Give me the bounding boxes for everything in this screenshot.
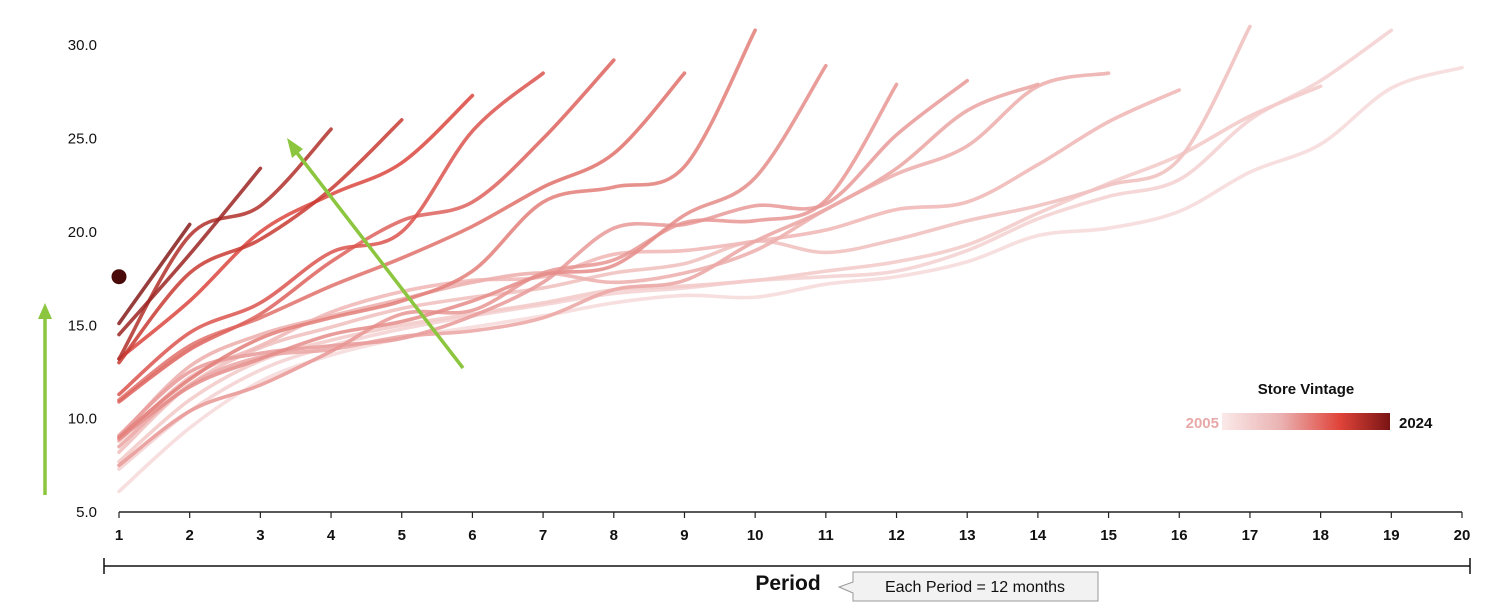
x-tick-label: 16: [1171, 527, 1188, 544]
y-tick-label: 5.0: [76, 504, 97, 521]
left-up-arrow: [38, 303, 52, 495]
x-tick-label: 7: [539, 527, 547, 544]
series-line-2008: [117, 24, 1252, 455]
period-note-callout: Each Period = 12 months: [837, 571, 1099, 602]
series-point-2024: [111, 269, 127, 285]
x-tick-label: 18: [1312, 527, 1329, 544]
x-tick-label: 17: [1242, 527, 1259, 544]
legend-min-label: 2005: [1186, 415, 1219, 432]
x-tick-label: 11: [818, 527, 834, 544]
series-line-2023: [117, 222, 192, 326]
x-axis-ticks: 1 2 3 4 5 6 7 8 9 10 11 12 13 14 15 16 17 18 19 20: [115, 512, 1471, 544]
x-tick-label: 5: [398, 527, 406, 544]
legend-gradient-bar: [1222, 413, 1390, 430]
series-line-2017: [117, 58, 616, 404]
x-tick-label: 15: [1100, 527, 1117, 544]
series-line-2012: [117, 78, 970, 438]
series-line-2016: [117, 71, 687, 402]
series-line-2022: [117, 166, 263, 337]
x-tick-label: 1: [115, 527, 123, 544]
x-axis-title: Period: [755, 572, 820, 595]
legend-title: Store Vintage: [1258, 381, 1354, 398]
x-tick-label: 14: [1030, 527, 1047, 544]
series-line-2010: [117, 71, 1111, 440]
x-tick-label: 20: [1454, 527, 1471, 544]
y-tick-label: 25.0: [68, 131, 97, 148]
x-tick-label: 12: [888, 527, 905, 544]
series-line-2018: [117, 71, 545, 397]
legend-max-label: 2024: [1399, 415, 1433, 432]
x-tick-label: 4: [327, 527, 336, 544]
series-line-2013: [117, 82, 899, 468]
series-line-2007: [117, 84, 1323, 464]
x-tick-label: 10: [747, 527, 764, 544]
series-line-2005: [117, 65, 1464, 494]
y-tick-label: 15.0: [68, 317, 97, 334]
x-tick-label: 9: [680, 527, 688, 544]
series-line-2015: [117, 28, 757, 440]
legend: Store Vintage 2005 2024: [1186, 381, 1433, 432]
x-tick-label: 2: [186, 527, 194, 544]
x-tick-label: 13: [959, 527, 976, 544]
y-axis-ticks: 5.0 10.0 15.0 20.0 25.0 30.0: [68, 37, 97, 521]
series-line-2020: [117, 118, 404, 365]
series-lines: [111, 24, 1464, 494]
series-line-2014: [117, 63, 828, 441]
diagonal-arrow: [287, 138, 465, 370]
period-bracket: [103, 558, 1471, 574]
period-note-text: Each Period = 12 months: [885, 579, 1065, 596]
x-tick-label: 19: [1383, 527, 1400, 544]
y-tick-label: 20.0: [68, 224, 97, 241]
y-tick-label: 30.0: [68, 37, 97, 54]
y-tick-label: 10.0: [68, 411, 97, 428]
x-tick-label: 6: [468, 527, 476, 544]
series-line-2019: [117, 93, 475, 361]
series-line-2009: [117, 88, 1182, 443]
x-tick-label: 8: [610, 527, 618, 544]
x-tick-label: 3: [256, 527, 264, 544]
